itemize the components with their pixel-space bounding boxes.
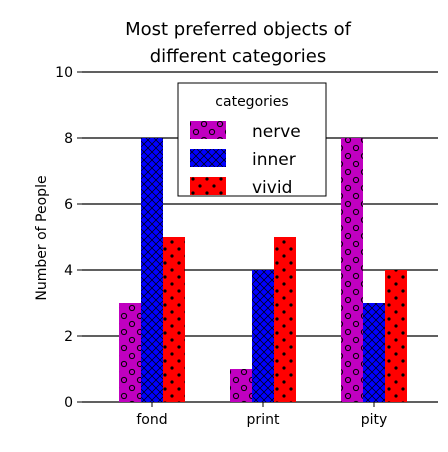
y-tick-label: 10 bbox=[55, 65, 73, 81]
bar-nerve-print bbox=[230, 369, 252, 402]
bar-inner-fond bbox=[141, 138, 163, 402]
y-tick-label: 0 bbox=[64, 395, 73, 411]
legend-label-nerve: nerve bbox=[252, 122, 301, 142]
bar-inner-pity bbox=[363, 303, 385, 402]
x-tick-label-print: print bbox=[247, 412, 280, 428]
x-tick-label-pity: pity bbox=[361, 412, 388, 428]
legend-swatch-inner bbox=[190, 149, 226, 167]
x-axis-ticks: fond print pity bbox=[136, 402, 387, 428]
y-tick-label: 2 bbox=[64, 329, 73, 345]
y-tick-label: 4 bbox=[64, 263, 73, 279]
chart-title-line-1: Most preferred objects of bbox=[125, 19, 352, 40]
bar-vivid-print bbox=[274, 237, 296, 402]
bar-nerve-pity bbox=[341, 138, 363, 402]
legend-label-inner: inner bbox=[252, 150, 296, 170]
x-tick-label-fond: fond bbox=[136, 412, 167, 428]
bar-nerve-fond bbox=[119, 303, 141, 402]
bar-vivid-fond bbox=[163, 237, 185, 402]
legend-label-vivid: vivid bbox=[252, 178, 292, 198]
y-axis-title: Number of People bbox=[34, 175, 50, 300]
chart-title-line-2: different categories bbox=[150, 46, 327, 67]
y-tick-label: 6 bbox=[64, 197, 73, 213]
legend: categories nerve inner vivid bbox=[178, 83, 326, 198]
bar-inner-print bbox=[252, 270, 274, 402]
legend-title: categories bbox=[215, 94, 288, 110]
legend-swatch-vivid bbox=[190, 177, 226, 195]
y-axis-ticks: 0 2 4 6 8 10 bbox=[55, 65, 82, 411]
y-tick-label: 8 bbox=[64, 131, 73, 147]
bar-vivid-pity bbox=[385, 270, 407, 402]
legend-swatch-nerve bbox=[190, 121, 226, 139]
